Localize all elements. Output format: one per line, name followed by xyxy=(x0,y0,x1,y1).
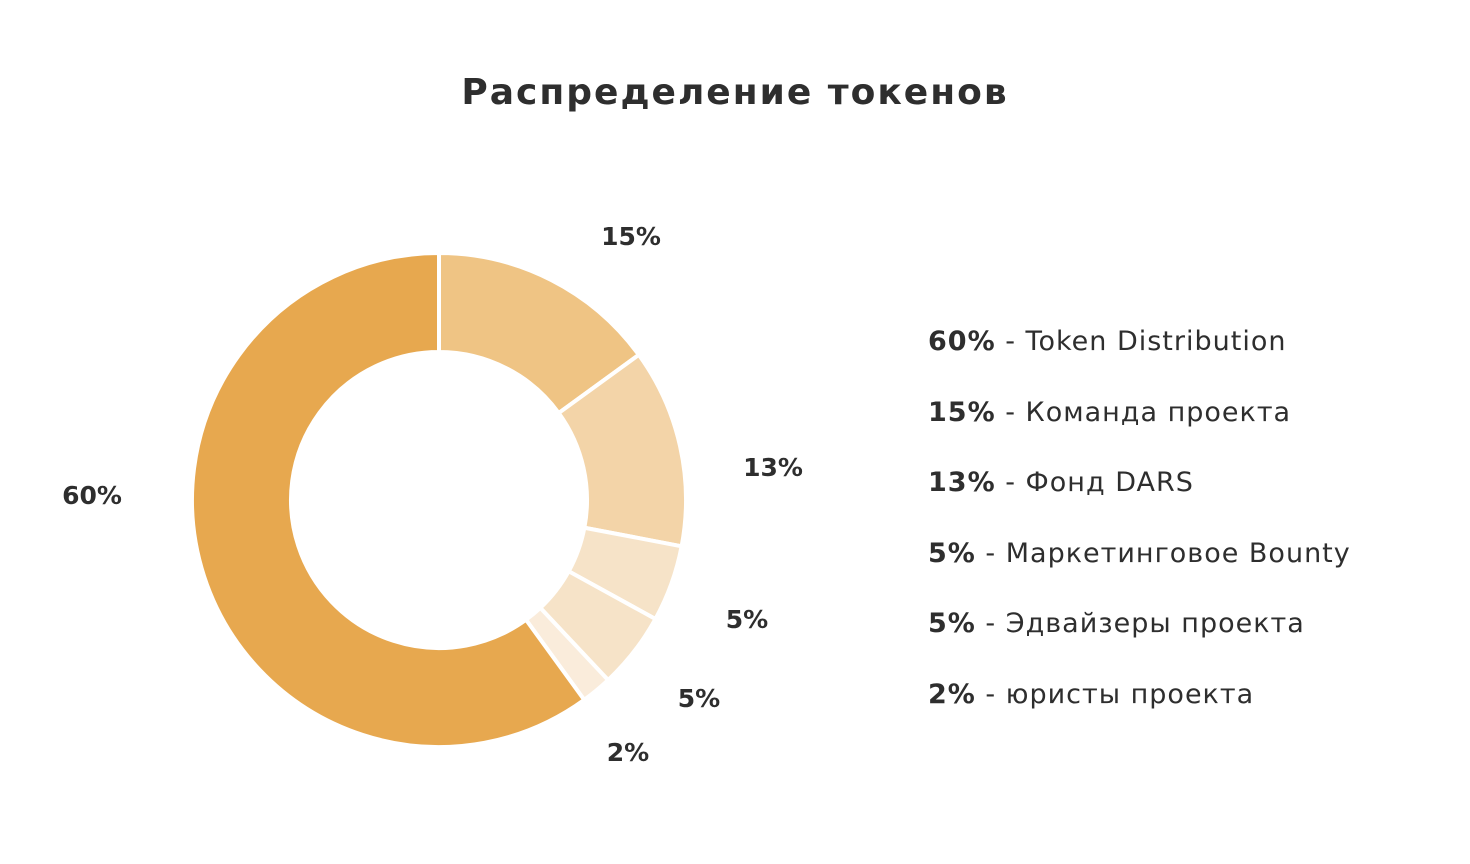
chart-title: Распределение токенов xyxy=(461,72,1009,113)
legend-item-label: - Фонд DARS xyxy=(995,467,1194,498)
legend-item-percent: 15% xyxy=(928,396,996,428)
legend-item-label: - Token Distribution xyxy=(995,326,1287,357)
legend-item: 15% - Команда проекта xyxy=(928,397,1351,468)
slice-label: 13% xyxy=(743,453,803,482)
legend-item-label: - Маркетинговое Bounty xyxy=(975,537,1351,569)
legend-item-percent: 60% xyxy=(928,326,996,357)
slice-labels: 60% 15% 13% 5% 5% 2% xyxy=(62,222,803,767)
slice-label: 15% xyxy=(601,222,661,251)
donut-slices xyxy=(190,250,688,749)
donut-slice xyxy=(190,250,587,749)
slice-label: 5% xyxy=(726,605,768,634)
legend-item-percent: 13% xyxy=(928,467,996,498)
legend-item-label: - Команда проекта xyxy=(995,396,1292,428)
slice-label: 60% xyxy=(62,481,122,510)
legend-item: 13% - Фонд DARS xyxy=(928,467,1351,538)
legend-item-label: - Эдвайзеры проекта xyxy=(975,608,1305,639)
slice-label: 2% xyxy=(607,738,649,767)
legend-item-percent: 2% xyxy=(928,678,976,710)
legend-item: 2% - юристы проекта xyxy=(928,679,1351,750)
legend-item: 5% - Эдвайзеры проекта xyxy=(928,608,1351,679)
legend-item: 5% - Маркетинговое Bounty xyxy=(928,538,1351,609)
slice-label: 5% xyxy=(678,684,720,713)
legend: 60% - Token Distribution 15% - Команда п… xyxy=(928,326,1351,749)
legend-item-percent: 5% xyxy=(928,608,976,639)
legend-item-percent: 5% xyxy=(928,537,976,569)
legend-item: 60% - Token Distribution xyxy=(928,326,1351,397)
legend-item-label: - юристы проекта xyxy=(975,678,1255,710)
